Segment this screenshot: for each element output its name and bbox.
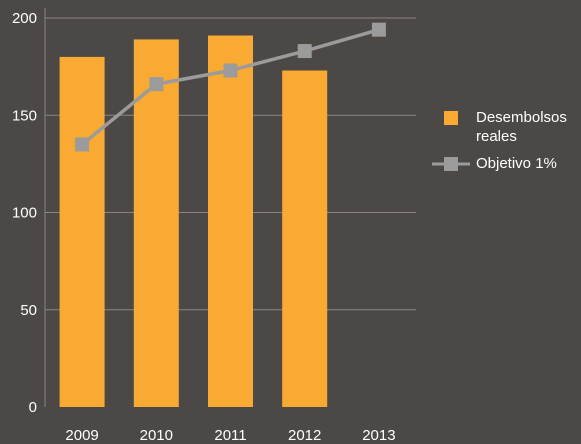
legend-label-line: Objetivo 1% [476, 155, 557, 172]
legend-swatch-bar [444, 111, 458, 125]
bar-series [59, 35, 328, 408]
line-point-2009 [75, 137, 90, 152]
bar-2012 [282, 70, 328, 407]
y-axis-ticks: 0 50 100 150 200 [12, 10, 37, 416]
x-axis-ticks: 2009 2010 2011 2012 2013 [65, 427, 395, 444]
x-tick-label-2012: 2012 [288, 427, 321, 444]
y-tick-label-50: 50 [20, 302, 37, 319]
bar-2009 [59, 56, 105, 408]
line-point-2011 [223, 63, 238, 78]
legend-item-bar: Desembolsos reales [432, 108, 581, 146]
y-tick-label-0: 0 [29, 399, 37, 416]
x-tick-label-2011: 2011 [214, 427, 246, 444]
y-tick-label-200: 200 [12, 10, 37, 27]
legend-swatch-line [432, 157, 470, 171]
line-point-2012 [297, 44, 312, 59]
line-point-2010 [149, 77, 164, 92]
legend: Desembolsos reales Objetivo 1% [432, 108, 581, 181]
x-tick-label-2013: 2013 [362, 427, 395, 444]
y-tick-label-150: 150 [12, 107, 37, 124]
x-tick-label-2010: 2010 [140, 427, 173, 444]
x-tick-label-2009: 2009 [65, 427, 98, 444]
y-tick-label-100: 100 [12, 205, 37, 222]
line-point-2013 [371, 22, 386, 37]
bar-2011 [208, 35, 253, 407]
bar-2010 [133, 39, 179, 408]
legend-label-bar: Desembolsos reales [476, 109, 567, 145]
legend-item-line: Objetivo 1% [432, 154, 581, 173]
line-series [75, 22, 386, 152]
